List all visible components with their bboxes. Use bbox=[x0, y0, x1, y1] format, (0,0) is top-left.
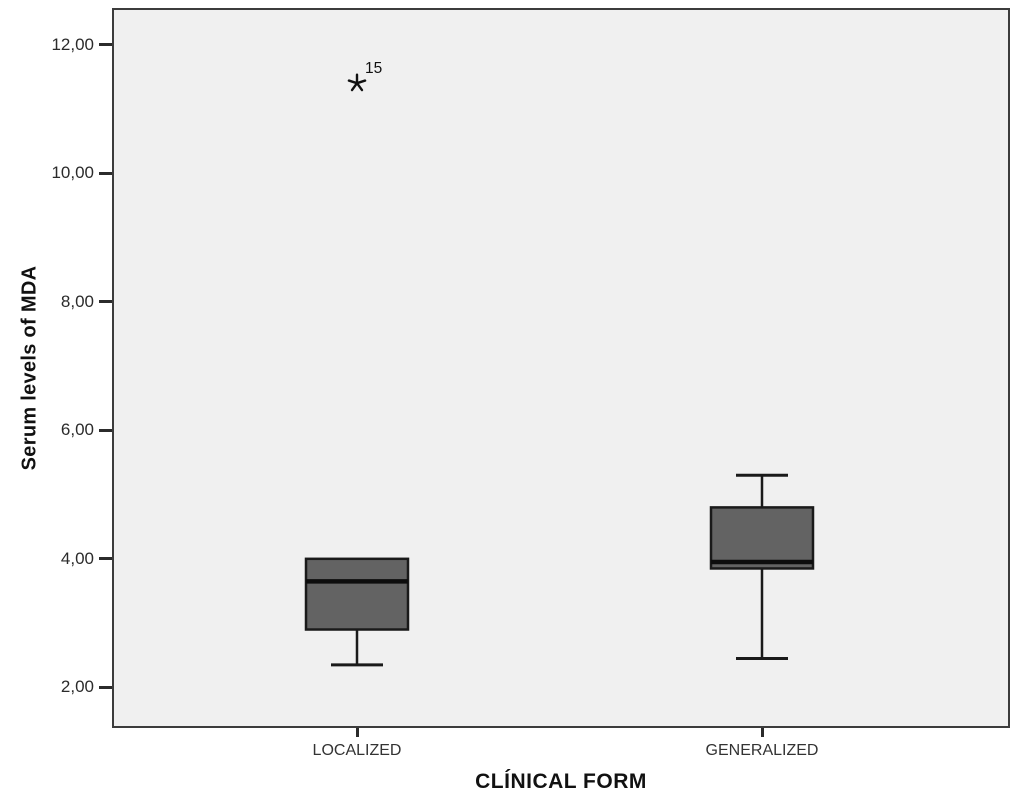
box-localized bbox=[304, 557, 410, 631]
y-tick-label: 10,00 bbox=[51, 163, 94, 183]
y-tick-mark bbox=[99, 685, 112, 689]
x-axis-title: CLÍNICAL FORM bbox=[475, 770, 647, 793]
y-tick-mark bbox=[99, 43, 112, 47]
y-tick-mark bbox=[99, 300, 112, 304]
y-tick-label: 2,00 bbox=[60, 677, 94, 697]
y-tick-mark bbox=[99, 557, 112, 561]
y-tick-mark bbox=[99, 428, 112, 432]
outlier-star-icon bbox=[350, 81, 359, 92]
category-label-generalized: GENERALIZED bbox=[705, 742, 819, 759]
outlier-star-icon bbox=[355, 81, 364, 92]
plot-panel: 15 bbox=[112, 8, 1010, 728]
x-tick-mark bbox=[355, 728, 359, 737]
outlier-star-icon bbox=[355, 79, 367, 85]
y-tick-label: 4,00 bbox=[60, 548, 94, 568]
box-generalized bbox=[709, 506, 815, 570]
y-tick-label: 8,00 bbox=[60, 291, 94, 311]
y-tick-mark bbox=[99, 171, 112, 175]
boxplot-canvas: 15 bbox=[304, 60, 815, 667]
x-tick-mark bbox=[760, 728, 764, 737]
y-tick-label: 12,00 bbox=[51, 34, 94, 54]
outlier-star-icon bbox=[347, 79, 359, 85]
y-tick-label: 6,00 bbox=[60, 420, 94, 440]
outlier-label: 15 bbox=[365, 60, 382, 77]
category-label-localized: LOCALIZED bbox=[312, 742, 402, 759]
